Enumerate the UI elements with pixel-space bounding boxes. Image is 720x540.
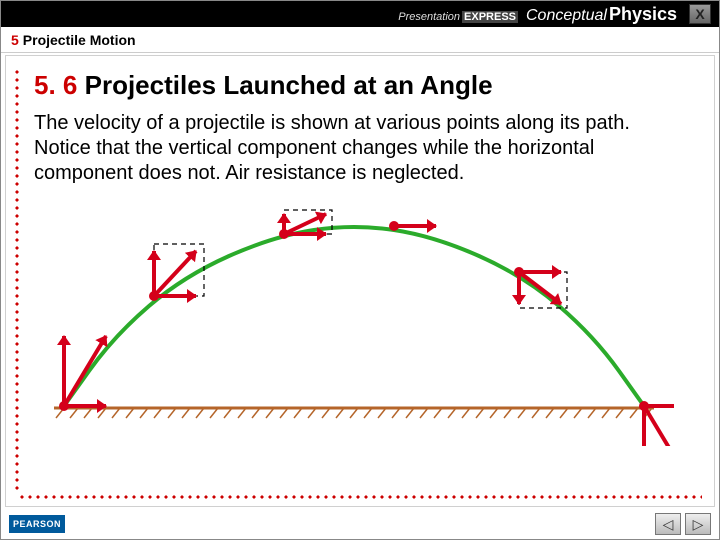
dotted-border-bottom [18, 494, 702, 500]
chevron-right-icon: ▷ [693, 516, 704, 533]
close-button[interactable]: X [689, 4, 711, 24]
section-title: 5. 6 Projectiles Launched at an Angle [34, 70, 696, 101]
section-title-text: Projectiles Launched at an Angle [85, 70, 493, 100]
pearson-logo: PEARSON [9, 515, 65, 533]
brand-presentation-text: Presentation [398, 11, 460, 23]
projectile-diagram [34, 196, 674, 446]
close-icon: X [695, 6, 704, 22]
dotted-border-left [14, 68, 20, 494]
section-number: 5. 6 [34, 70, 77, 100]
top-bar: Presentation EXPRESS Conceptual Physics … [1, 1, 719, 27]
chapter-header: 5 Projectile Motion [1, 27, 719, 53]
section-body: The velocity of a projectile is shown at… [34, 111, 674, 186]
content-area: 5. 6 Projectiles Launched at an Angle Th… [5, 55, 715, 507]
brand-express-text: EXPRESS [462, 11, 518, 23]
slide-page: Presentation EXPRESS Conceptual Physics … [0, 0, 720, 540]
diagram-svg [34, 196, 674, 446]
nav-arrows: ◁ ▷ [655, 513, 711, 535]
footer-bar: PEARSON ◁ ▷ [1, 509, 719, 539]
next-button[interactable]: ▷ [685, 513, 711, 535]
brand-conceptual-text: Conceptual [526, 7, 607, 25]
chapter-title: Projectile Motion [23, 32, 136, 48]
prev-button[interactable]: ◁ [655, 513, 681, 535]
brand-physics-text: Physics [609, 4, 677, 25]
chapter-number: 5 [11, 32, 19, 48]
brand-block: Presentation EXPRESS Conceptual Physics [398, 4, 677, 25]
chevron-left-icon: ◁ [663, 516, 674, 533]
